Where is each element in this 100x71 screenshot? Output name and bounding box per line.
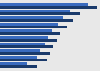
Bar — [0, 52, 50, 55]
Bar — [0, 19, 73, 22]
Bar — [0, 26, 67, 28]
Bar — [0, 43, 45, 45]
Bar — [0, 10, 70, 12]
Bar — [0, 36, 48, 39]
Bar — [0, 56, 37, 59]
Bar — [0, 45, 53, 48]
Bar — [0, 32, 60, 35]
Bar — [0, 59, 47, 61]
Bar — [0, 12, 80, 15]
Bar — [0, 29, 52, 32]
Bar — [0, 39, 57, 42]
Bar — [0, 6, 97, 9]
Bar — [0, 65, 37, 68]
Bar — [0, 62, 27, 65]
Bar — [0, 49, 40, 52]
Bar — [0, 16, 63, 19]
Bar — [0, 23, 58, 26]
Bar — [0, 3, 88, 6]
